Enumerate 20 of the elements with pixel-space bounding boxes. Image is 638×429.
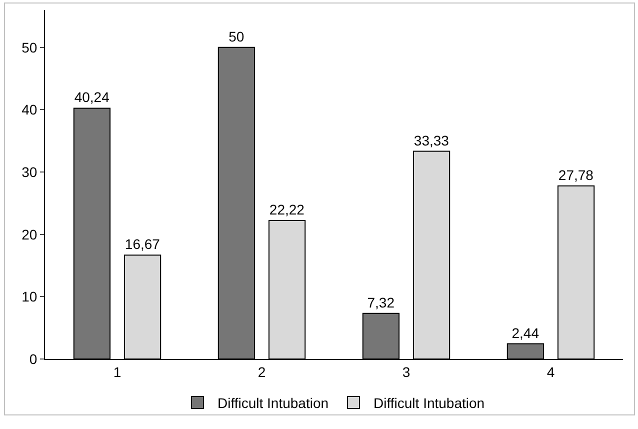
- data-label: 33,33: [414, 132, 450, 148]
- data-label: 2,44: [512, 324, 540, 341]
- data-label: 40,24: [74, 89, 110, 106]
- data-label: 27,78: [558, 166, 594, 183]
- x-tick-label: 4: [546, 364, 555, 380]
- x-tick-label: 1: [113, 364, 122, 380]
- y-tick-label: 50: [22, 39, 38, 56]
- legend-label: Difficult Intubation: [374, 394, 485, 411]
- x-tick-label: 3: [402, 364, 410, 380]
- data-label: 50: [228, 28, 244, 44]
- data-label: 16,67: [124, 236, 160, 252]
- data-label: 22,22: [269, 202, 305, 218]
- x-tick-label: 2: [258, 364, 266, 380]
- y-tick-label: 20: [22, 226, 38, 242]
- y-tick-label: 30: [22, 164, 38, 180]
- y-tick-label: 10: [22, 288, 38, 305]
- y-tick-label: 40: [22, 102, 38, 118]
- legend-label: Difficult Intubation: [218, 394, 329, 411]
- data-label: 7,32: [367, 294, 395, 310]
- y-tick-label: 0: [29, 350, 38, 367]
